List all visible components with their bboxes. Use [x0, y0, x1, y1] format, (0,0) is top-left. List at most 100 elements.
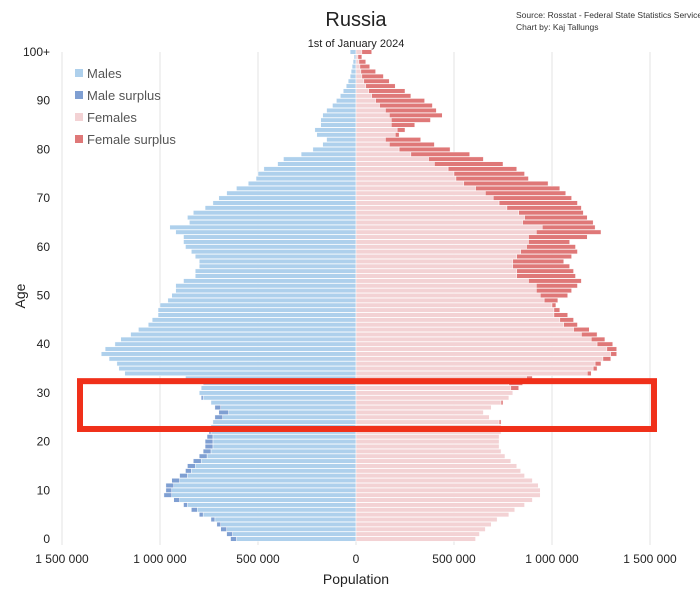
bar-male-age-31 — [200, 385, 357, 391]
bar-male-age-100 — [349, 49, 357, 55]
bar-female-age-25 — [355, 414, 490, 420]
bar-female-surplus-age-51 — [536, 288, 572, 294]
bar-female-age-37 — [355, 356, 604, 362]
bar-male-age-11 — [173, 482, 357, 488]
bar-female-age-45 — [355, 317, 561, 323]
x-tick-label-0: 1 500 000 — [35, 552, 89, 566]
bar-female-age-63 — [355, 229, 537, 235]
bar-female-age-73 — [355, 181, 465, 186]
bar-female-age-11 — [355, 482, 539, 488]
bar-female-age-3 — [355, 521, 492, 527]
bar-female-age-41 — [355, 336, 592, 342]
bar-female-age-97 — [355, 64, 361, 70]
bar-male-age-42 — [130, 331, 357, 337]
legend-label-females: Females — [87, 110, 137, 125]
bars-layer — [100, 49, 617, 542]
bar-male-age-64 — [169, 224, 357, 230]
bar-female-age-8 — [355, 497, 533, 503]
bar-male-age-48 — [159, 302, 357, 308]
bar-female-age-0 — [355, 536, 476, 542]
bar-female-age-84 — [355, 127, 398, 133]
bar-male-surplus-age-6 — [191, 507, 198, 513]
bar-male-age-40 — [114, 341, 357, 347]
bar-female-age-31 — [355, 385, 512, 391]
bar-male-age-46 — [157, 312, 357, 318]
bar-female-age-64 — [355, 224, 543, 230]
bar-female-surplus-age-39 — [606, 346, 617, 352]
x-axis-ticks: 1 500 000 1 000 000 500 000 0 500 000 1 000 0… — [35, 552, 677, 566]
bar-male-surplus-age-18 — [202, 448, 212, 454]
bar-female-surplus-age-69 — [498, 200, 578, 206]
bar-male-age-55 — [195, 268, 357, 274]
bar-female-surplus-age-35 — [592, 366, 598, 372]
bar-male-age-0 — [236, 536, 357, 542]
bar-male-surplus-age-21 — [206, 434, 214, 440]
legend-swatch-male-surplus — [75, 91, 83, 99]
bar-male-age-17 — [206, 453, 357, 459]
bar-female-age-99 — [355, 54, 359, 60]
credit-line: Chart by: Kaj Tallungs — [516, 22, 599, 32]
bar-female-surplus-age-85 — [391, 122, 416, 128]
bar-female-age-51 — [355, 288, 537, 294]
bar-female-age-7 — [355, 502, 525, 508]
bar-male-age-7 — [187, 502, 357, 508]
bar-female-age-44 — [355, 322, 564, 328]
bar-female-surplus-age-82 — [385, 137, 421, 143]
bar-female-age-96 — [355, 69, 362, 74]
x-tick-label-5: 1 000 000 — [525, 552, 579, 566]
bar-female-surplus-age-65 — [522, 219, 594, 225]
bar-male-surplus-age-3 — [216, 521, 221, 527]
bar-male-age-94 — [347, 78, 357, 84]
bar-female-age-16 — [355, 458, 512, 464]
bar-male-age-69 — [212, 200, 357, 206]
bar-female-surplus-age-73 — [463, 181, 549, 186]
bar-male-surplus-age-0 — [230, 536, 237, 542]
bar-male-age-20 — [212, 439, 357, 445]
bar-male-age-72 — [236, 185, 357, 191]
bar-male-surplus-age-25 — [214, 414, 223, 420]
bar-female-age-87 — [355, 112, 390, 118]
bar-female-age-90 — [355, 98, 376, 104]
bar-male-age-86 — [320, 117, 357, 123]
bar-female-age-5 — [355, 512, 510, 518]
chart-subtitle: 1st of January 2024 — [308, 38, 405, 50]
y-tick-label-7: 70 — [37, 191, 51, 205]
bar-female-age-58 — [355, 254, 517, 260]
y-tick-label-9: 90 — [37, 94, 51, 108]
bar-male-surplus-age-11 — [165, 482, 174, 488]
bar-male-age-16 — [200, 458, 357, 464]
bar-male-age-56 — [198, 263, 357, 269]
bar-male-age-27 — [220, 405, 357, 410]
bar-female-surplus-age-89 — [379, 103, 433, 109]
bar-male-age-99 — [353, 54, 357, 60]
bar-male-age-49 — [167, 297, 357, 303]
bar-female-age-77 — [355, 161, 435, 167]
bar-female-age-69 — [355, 200, 500, 206]
bar-male-age-87 — [322, 112, 357, 118]
bar-male-surplus-age-19 — [204, 444, 214, 449]
bar-female-age-68 — [355, 205, 508, 211]
bar-male-age-89 — [332, 103, 357, 109]
legend-label-female-surplus: Female surplus — [87, 132, 176, 147]
bar-male-age-73 — [247, 181, 357, 186]
bar-female-surplus-age-63 — [536, 229, 602, 235]
bar-male-age-2 — [226, 526, 357, 532]
bar-female-surplus-age-28 — [500, 400, 504, 406]
bar-female-age-81 — [355, 142, 390, 147]
bar-male-age-38 — [100, 351, 357, 357]
legend-item-male-surplus: Male surplus — [75, 88, 161, 103]
bar-male-age-8 — [179, 497, 357, 503]
bar-male-age-6 — [197, 507, 357, 513]
bar-male-surplus-age-8 — [173, 497, 180, 503]
bar-female-surplus-age-86 — [391, 117, 431, 123]
bar-male-age-95 — [349, 73, 357, 79]
bar-male-surplus-age-20 — [204, 439, 214, 445]
bar-female-surplus-age-70 — [492, 195, 572, 201]
bar-female-surplus-age-46 — [553, 312, 568, 318]
bar-female-age-26 — [355, 409, 484, 415]
bar-male-age-83 — [316, 132, 357, 138]
bar-male-age-62 — [183, 234, 357, 240]
bar-female-age-38 — [355, 351, 612, 357]
y-tick-label-1: 10 — [37, 483, 51, 497]
